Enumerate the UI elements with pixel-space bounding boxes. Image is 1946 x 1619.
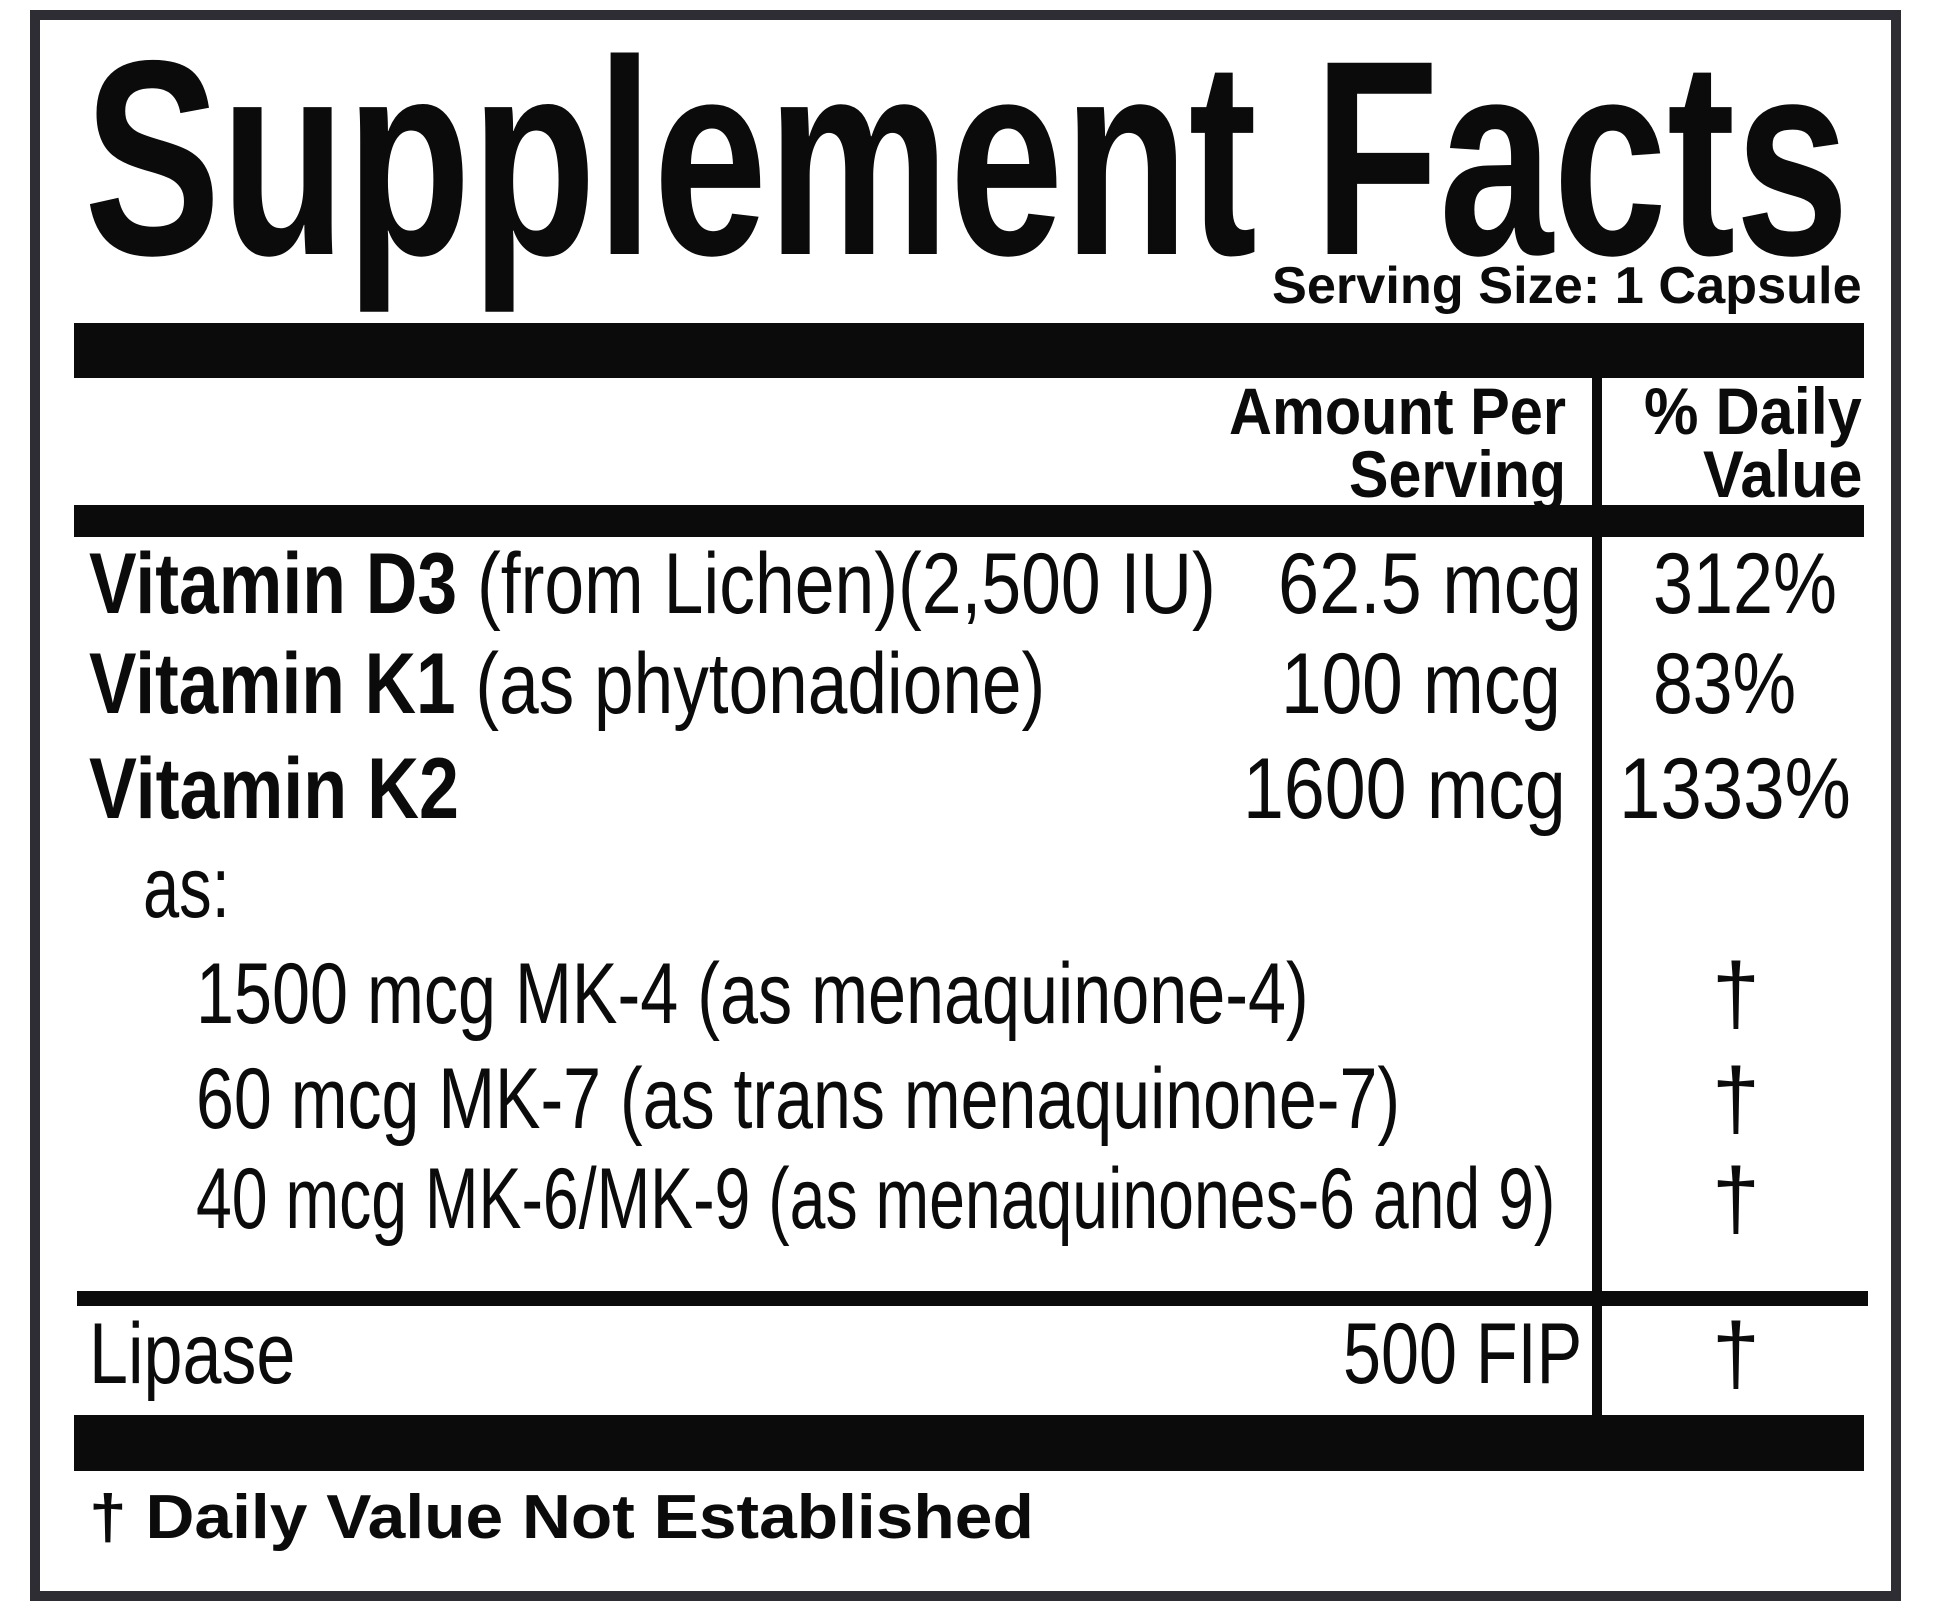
as-label: as: [143, 840, 230, 936]
nutrient-name: Vitamin K1 [89, 636, 456, 732]
sub-row-mk6-mk9: 40 mcg MK-6/MK-9 (as menaquinones-6 and … [196, 1151, 1556, 1247]
header-dv-line2: Value [1703, 437, 1863, 511]
thick-divider-top [74, 323, 1864, 378]
header-amount-line2: Serving [1349, 437, 1567, 511]
row-vitamin-d3: Vitamin D3 (from Lichen)(2,500 IU) [89, 541, 1216, 627]
thick-divider-bottom [74, 1415, 1864, 1471]
nutrient-detail: (from Lichen)(2,500 IU) [457, 536, 1216, 632]
label-frame [30, 10, 1901, 1601]
amount-vitamin-d3: 62.5 mcg [1278, 536, 1582, 632]
sub-row-mk4: 1500 mcg MK-4 (as menaquinone-4) [196, 946, 1309, 1042]
amount-vitamin-k2: 1600 mcg [1243, 741, 1566, 837]
dv-mk7: † [1712, 1051, 1760, 1147]
header-dv-line1: % Daily [1644, 374, 1862, 448]
page-title: Supplement Facts [84, 2, 1850, 313]
header-amount-line1: Amount Per [1229, 374, 1567, 448]
dv-vitamin-d3: 312% [1653, 536, 1837, 632]
amount-lipase: 500 FIP [1343, 1306, 1583, 1402]
dv-vitamin-k1: 83% [1653, 636, 1797, 732]
sub-row-mk7: 60 mcg MK-7 (as trans menaquinone-7) [196, 1051, 1401, 1147]
dv-mk4: † [1712, 946, 1760, 1042]
amount-vitamin-k1: 100 mcg [1281, 636, 1561, 732]
serving-size: Serving Size: 1 Capsule [1272, 257, 1862, 315]
row-lipase: Lipase [89, 1306, 296, 1402]
dv-vitamin-k2: 1333% [1619, 741, 1851, 837]
nutrient-detail: (as phytonadione) [455, 636, 1046, 732]
medium-divider [74, 505, 1864, 537]
thin-divider [77, 1291, 1868, 1306]
footnote: † Daily Value Not Established [89, 1483, 1034, 1552]
row-vitamin-k1: Vitamin K1 (as phytonadione) [89, 641, 1045, 727]
row-vitamin-k2: Vitamin K2 [89, 741, 459, 837]
column-divider [1592, 378, 1602, 1415]
dv-mk6-mk9: † [1712, 1151, 1760, 1247]
nutrient-name: Vitamin D3 [89, 536, 458, 632]
dv-lipase: † [1712, 1306, 1760, 1402]
